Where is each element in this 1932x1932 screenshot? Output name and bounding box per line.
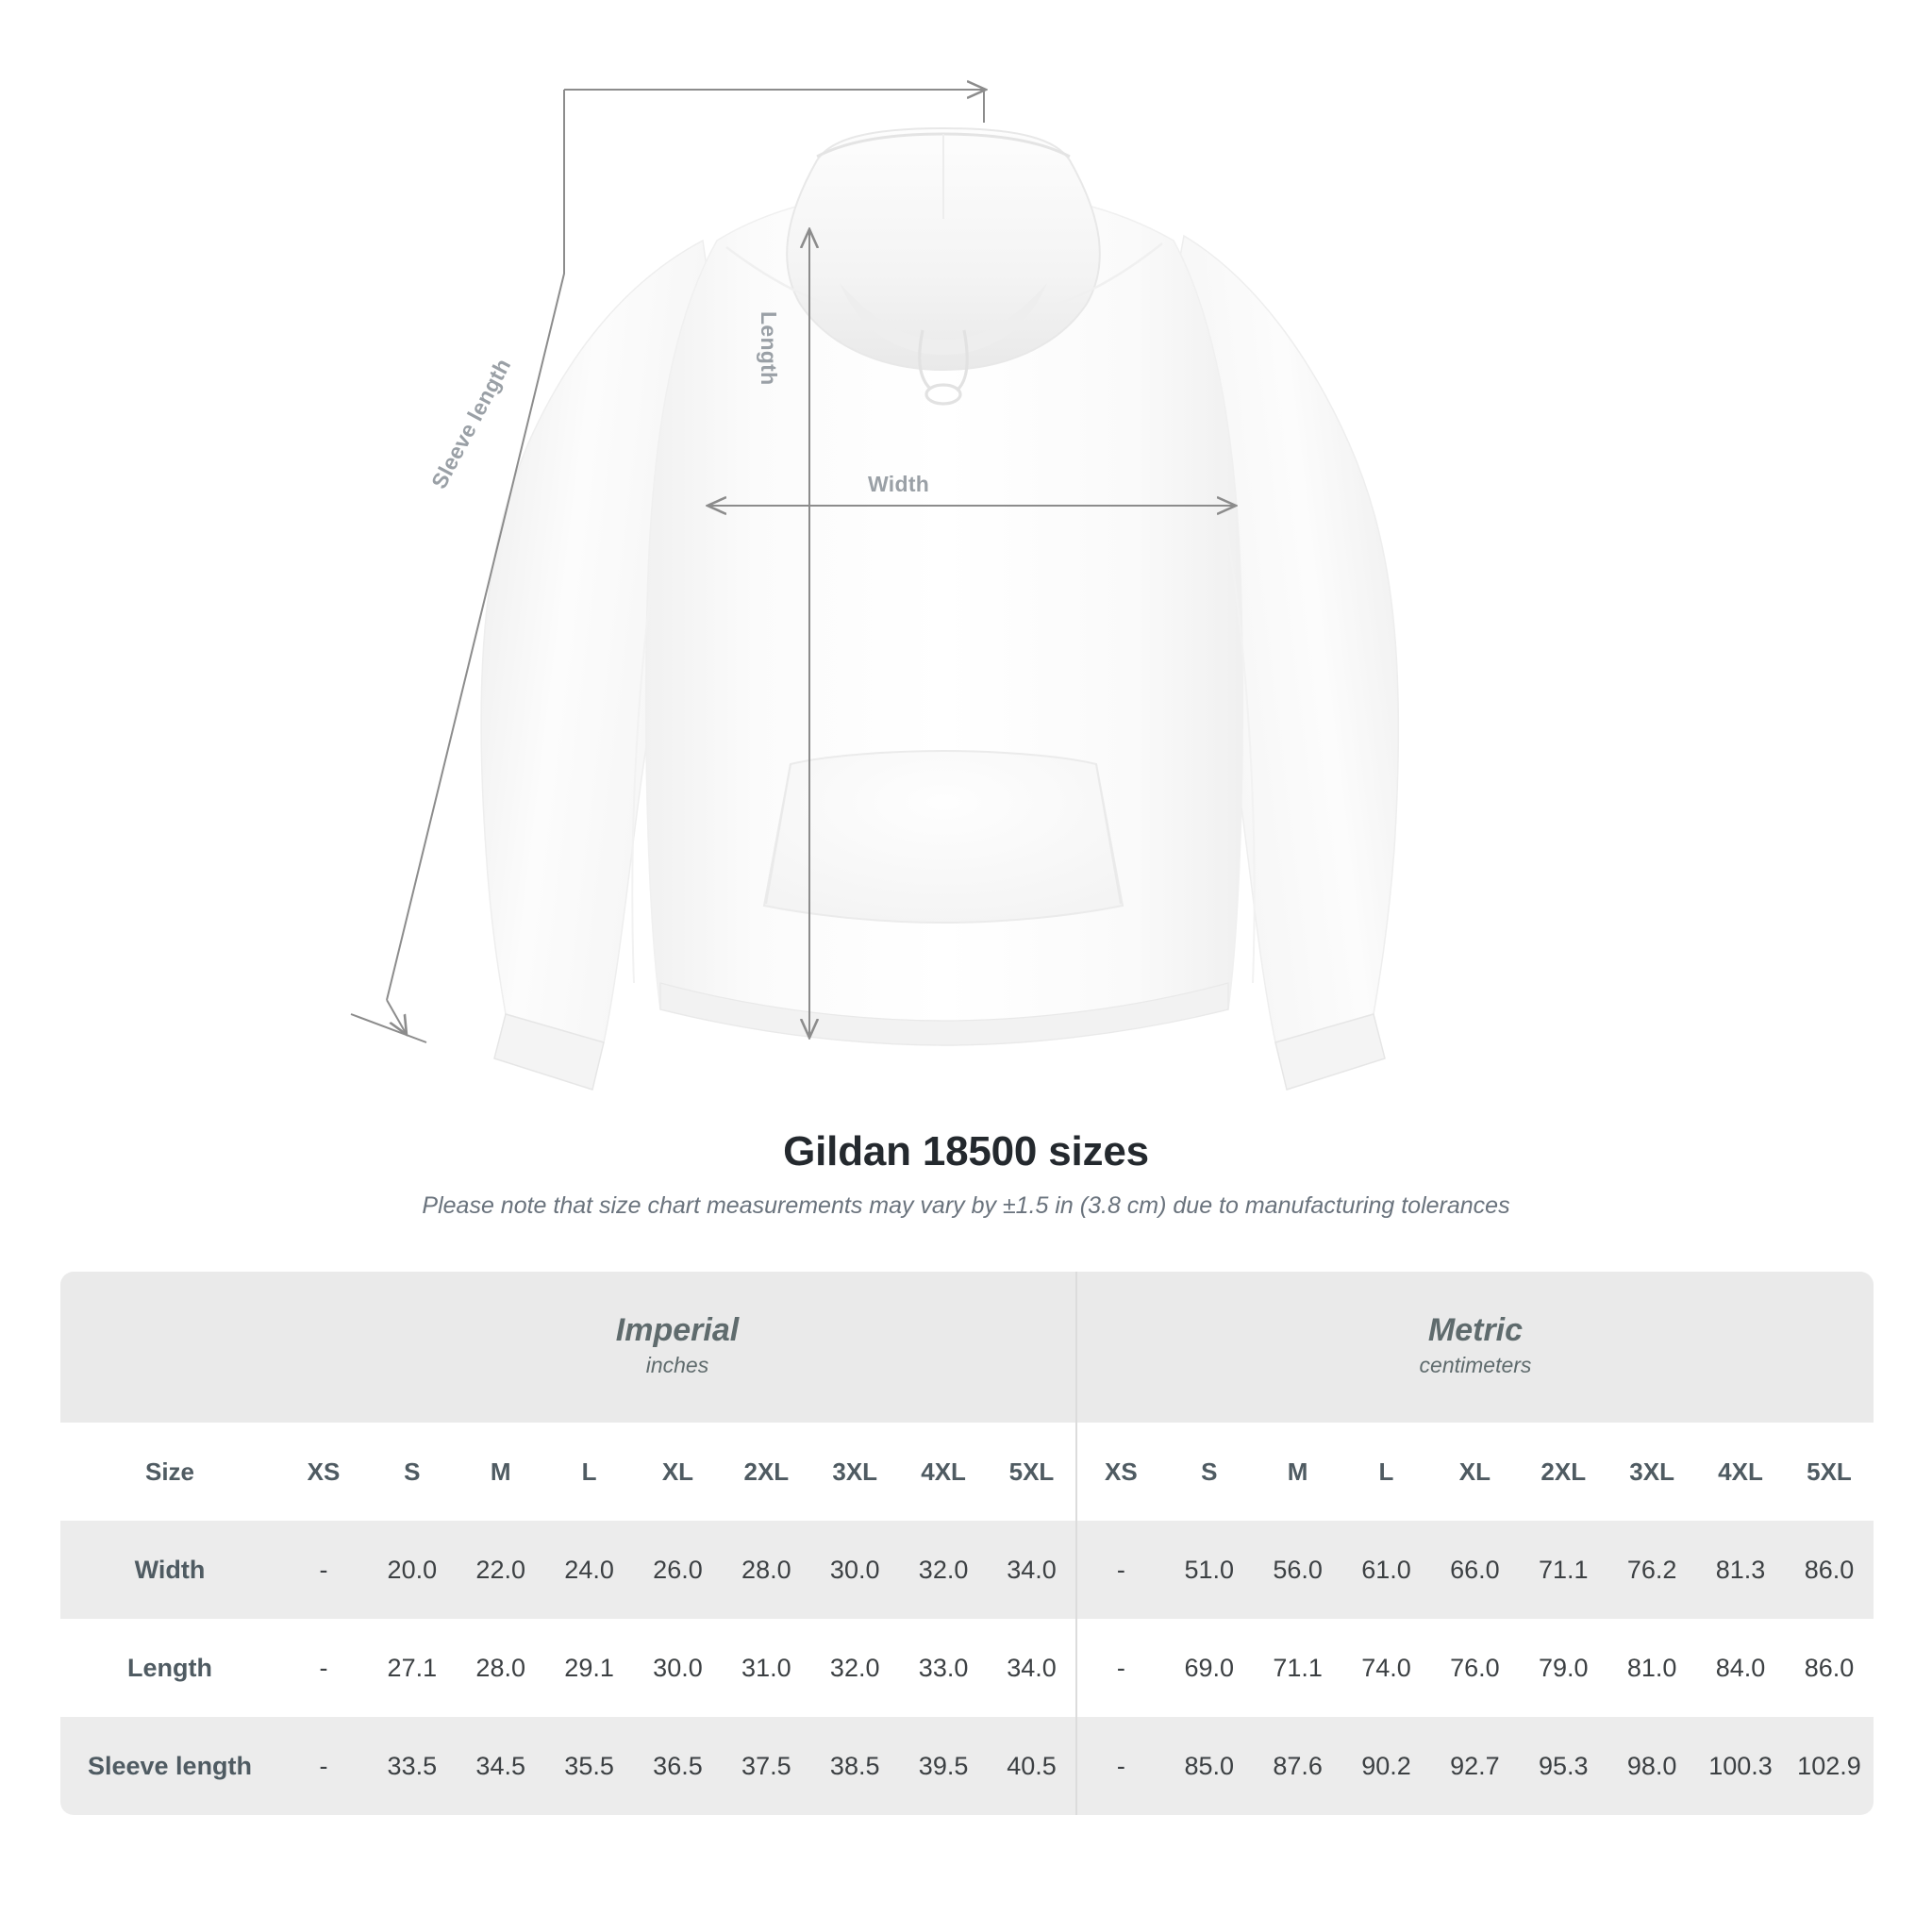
size-header-metric-xl: XL <box>1430 1423 1520 1521</box>
cell-metric: 86.0 <box>1784 1619 1874 1717</box>
unit-group-name: Metric <box>1427 1312 1524 1349</box>
size-header-row: Size XS S M L XL 2XL 3XL 4XL 5XL XS S M L XL 2XL 3XL 4XL 5… <box>60 1423 1874 1521</box>
cell-imperial: 31.0 <box>722 1619 811 1717</box>
size-header-metric-5xl: 5XL <box>1784 1423 1874 1521</box>
cell-metric: 92.7 <box>1430 1717 1520 1815</box>
size-header-label: Size <box>60 1423 280 1521</box>
cell-imperial: 28.0 <box>456 1619 545 1717</box>
cell-imperial: 30.0 <box>810 1521 900 1619</box>
cell-metric: 102.9 <box>1784 1717 1874 1815</box>
cell-metric: 69.0 <box>1164 1619 1254 1717</box>
row-label: Sleeve length <box>60 1717 280 1815</box>
cell-imperial: 33.0 <box>899 1619 989 1717</box>
cell-metric: 90.2 <box>1341 1717 1431 1815</box>
cell-imperial: 34.0 <box>988 1521 1076 1619</box>
cell-imperial: 27.1 <box>367 1619 457 1717</box>
size-header-metric-l: L <box>1341 1423 1431 1521</box>
cell-imperial: 30.0 <box>633 1619 723 1717</box>
row-label: Width <box>60 1521 280 1619</box>
cell-metric: 79.0 <box>1519 1619 1608 1717</box>
size-header-metric-3xl: 3XL <box>1607 1423 1697 1521</box>
measurement-arrows <box>350 0 1932 1043</box>
cell-metric: 100.3 <box>1696 1717 1785 1815</box>
unit-group-metric: Metric centimeters <box>1074 1272 1874 1423</box>
size-header-metric-xs: XS <box>1074 1423 1165 1521</box>
size-chart-table: Imperial inches Metric centimeters Size XS S M L… <box>60 1272 1874 1815</box>
table-row: Width -20.0 22.0 24.0 26.0 28.0 30.0 32.0 34.0-5… <box>60 1521 1874 1619</box>
cell-imperial: 20.0 <box>367 1521 457 1619</box>
cell-metric: 98.0 <box>1607 1717 1697 1815</box>
tolerance-note: Please note that size chart measurements… <box>422 1192 1510 1219</box>
cell-imperial: 38.5 <box>810 1717 900 1815</box>
cell-imperial: 39.5 <box>899 1717 989 1815</box>
cell-imperial: 32.0 <box>810 1619 900 1717</box>
unit-group-sub: inches <box>645 1353 709 1378</box>
cell-metric: 84.0 <box>1696 1619 1785 1717</box>
cell-metric: 81.0 <box>1607 1619 1697 1717</box>
cell-metric: - <box>1074 1619 1165 1717</box>
heading-block: Gildan 18500 sizes Please note that size… <box>0 1128 1932 1220</box>
table-row: Length -27.1 28.0 29.1 30.0 31.0 32.0 33.0 34.0-… <box>60 1619 1874 1717</box>
size-header-metric-m: M <box>1253 1423 1342 1521</box>
cell-metric: - <box>1074 1521 1165 1619</box>
cell-imperial: 29.1 <box>544 1619 634 1717</box>
size-header-imperial-l: L <box>544 1423 634 1521</box>
size-chart-table-container: Imperial inches Metric centimeters Size XS S M L… <box>60 1272 1874 1815</box>
unit-group-imperial: Imperial inches <box>279 1272 1076 1423</box>
cell-imperial: 37.5 <box>722 1717 811 1815</box>
size-header-imperial-s: S <box>367 1423 457 1521</box>
size-header-imperial-2xl: 2XL <box>722 1423 811 1521</box>
cell-metric: 76.0 <box>1430 1619 1520 1717</box>
unit-group-sub: centimeters <box>1419 1353 1532 1378</box>
cell-metric: - <box>1074 1717 1165 1815</box>
cell-imperial: 40.5 <box>988 1717 1076 1815</box>
size-header-imperial-xs: XS <box>279 1423 368 1521</box>
size-header-metric-4xl: 4XL <box>1696 1423 1785 1521</box>
size-header-imperial-4xl: 4XL <box>899 1423 989 1521</box>
cell-imperial: - <box>279 1717 368 1815</box>
cell-metric: 81.3 <box>1696 1521 1785 1619</box>
cell-imperial: 34.0 <box>988 1619 1076 1717</box>
cell-metric: 71.1 <box>1519 1521 1608 1619</box>
cell-imperial: 24.0 <box>544 1521 634 1619</box>
unit-band-spacer <box>60 1272 280 1423</box>
cell-metric: 74.0 <box>1341 1619 1431 1717</box>
cell-imperial: 36.5 <box>633 1717 723 1815</box>
cell-metric: 61.0 <box>1341 1521 1431 1619</box>
page-title: Gildan 18500 sizes <box>783 1128 1149 1174</box>
cell-imperial: 22.0 <box>456 1521 545 1619</box>
cell-imperial: 33.5 <box>367 1717 457 1815</box>
unit-group-name: Imperial <box>615 1312 740 1349</box>
cell-imperial: - <box>279 1521 368 1619</box>
cell-imperial: 26.0 <box>633 1521 723 1619</box>
size-header-imperial-xl: XL <box>633 1423 723 1521</box>
cell-metric: 51.0 <box>1164 1521 1254 1619</box>
cell-metric: 66.0 <box>1430 1521 1520 1619</box>
table-row: Sleeve length -33.5 34.5 35.5 36.5 37.5 38.5 39… <box>60 1717 1874 1815</box>
cell-metric: 71.1 <box>1253 1619 1342 1717</box>
row-label: Length <box>60 1619 280 1717</box>
cell-imperial: 35.5 <box>544 1717 634 1815</box>
garment-diagram: Length Width Sleeve length <box>350 0 1932 1091</box>
cell-imperial: 34.5 <box>456 1717 545 1815</box>
cell-imperial: 32.0 <box>899 1521 989 1619</box>
size-header-metric-2xl: 2XL <box>1519 1423 1608 1521</box>
hoodie-illustration <box>480 126 1400 1091</box>
cell-metric: 95.3 <box>1519 1717 1608 1815</box>
size-header-imperial-5xl: 5XL <box>988 1423 1076 1521</box>
cell-metric: 56.0 <box>1253 1521 1342 1619</box>
cell-metric: 87.6 <box>1253 1717 1342 1815</box>
cell-imperial: 28.0 <box>722 1521 811 1619</box>
width-measure-label: Width <box>868 472 930 496</box>
length-measure-label: Length <box>757 311 781 386</box>
cell-imperial: - <box>279 1619 368 1717</box>
cell-metric: 86.0 <box>1784 1521 1874 1619</box>
cell-metric: 85.0 <box>1164 1717 1254 1815</box>
cell-metric: 76.2 <box>1607 1521 1697 1619</box>
size-header-imperial-3xl: 3XL <box>810 1423 900 1521</box>
size-header-metric-s: S <box>1164 1423 1254 1521</box>
unit-band-row: Imperial inches Metric centimeters <box>60 1272 1874 1423</box>
size-header-imperial-m: M <box>456 1423 545 1521</box>
